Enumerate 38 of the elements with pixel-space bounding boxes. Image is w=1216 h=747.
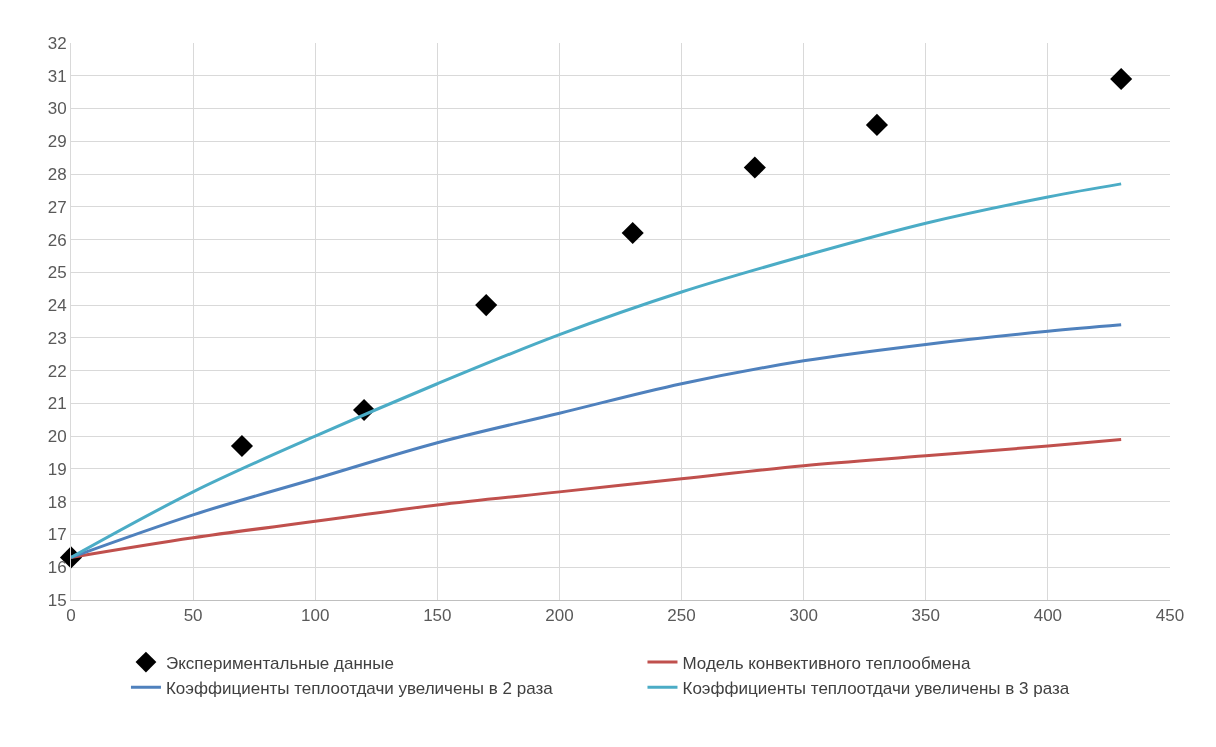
point (475, 294, 498, 317)
point (865, 113, 888, 136)
legend-label: Коэффициенты теплоотдачи увеличены в 2 раза (165, 678, 554, 698)
x-tick-label: 400 (1033, 606, 1063, 626)
y-tick-label: 29 (47, 132, 67, 152)
y-tick-label: 17 (47, 525, 67, 545)
legend-label: Экспериментальные данные (165, 653, 394, 673)
y-tick-label: 21 (47, 394, 67, 414)
y-tick-label: 24 (47, 296, 67, 316)
point (743, 156, 766, 179)
x-tick-label: 250 (667, 606, 696, 626)
y-tick-label: 26 (47, 230, 67, 250)
x-tick-label: 350 (911, 606, 940, 626)
y-tick-label: 15 (47, 590, 67, 610)
y-tick-label: 30 (47, 99, 67, 119)
y-tick-label: 22 (47, 361, 67, 381)
point (621, 221, 644, 245)
legend-label: Модель конвективного теплообмена (682, 653, 971, 673)
y-tick-label: 25 (47, 263, 67, 283)
y-tick-label: 19 (47, 459, 67, 479)
y-tick-label: 27 (47, 197, 67, 217)
x-tick-label: 450 (1155, 606, 1185, 626)
x-tick-label: 300 (789, 606, 818, 626)
y-tick-label: 16 (47, 558, 67, 578)
x-tick-label: 50 (183, 606, 203, 626)
point (1110, 67, 1133, 91)
y-tick-label: 20 (47, 427, 67, 447)
x-tick-label: 0 (66, 606, 76, 626)
y-tick-label: 31 (47, 66, 67, 86)
x-tick-label: 200 (545, 606, 574, 626)
y-tick-label: 28 (47, 165, 67, 185)
x-tick-label: 150 (423, 606, 452, 626)
y-tick-label: 32 (47, 33, 67, 53)
point (230, 434, 254, 458)
y-tick-label: 23 (47, 328, 67, 348)
x-tick-label: 100 (301, 606, 330, 626)
y-tick-label: 18 (47, 492, 67, 512)
legend-label: Коэффициенты теплоотдачи увеличены в 3 раза (682, 678, 1070, 698)
